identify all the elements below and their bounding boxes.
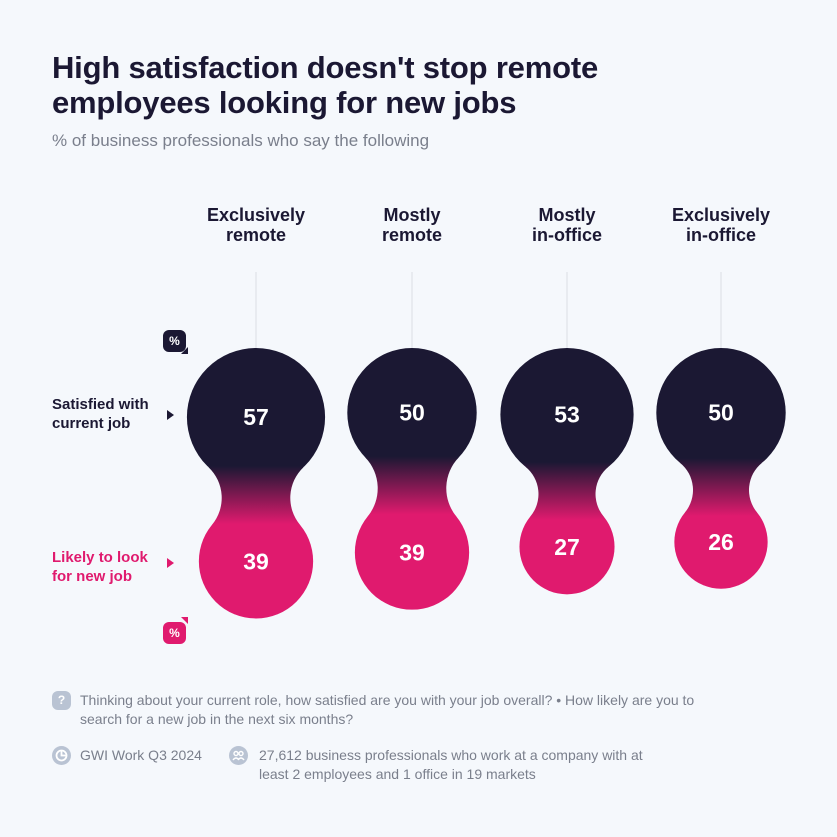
value-label-likely: 26: [708, 529, 734, 555]
bubble-likely: [198, 504, 314, 619]
column-header: Mostly remote: [337, 205, 487, 245]
column-header: Exclusively in-office: [646, 205, 796, 245]
column-header-line: Exclusively: [671, 205, 771, 225]
value-label-satisfied: 50: [708, 400, 734, 426]
column-header-line: in-office: [532, 225, 602, 245]
column-header-line: remote: [381, 225, 443, 245]
people-icon: [229, 746, 248, 765]
value-label-likely: 27: [554, 534, 580, 560]
bubble-likely: [354, 495, 470, 610]
bubble-satisfied: [186, 348, 326, 487]
question-icon: ?: [52, 691, 71, 710]
arrow-right-icon: [167, 558, 174, 568]
bubble-satisfied: [656, 348, 786, 478]
value-label-likely: 39: [399, 540, 425, 566]
footer-question: Thinking about your current role, how sa…: [80, 692, 695, 727]
series-label-likely: Likely to look for new job: [52, 548, 148, 586]
percent-badge-likely: %: [163, 622, 186, 644]
arrow-right-icon: [167, 410, 174, 420]
series-label-satisfied: Satisfied with current job: [52, 395, 149, 433]
bubble-connector: [680, 462, 762, 513]
series-label-line: Satisfied with: [52, 396, 149, 413]
column-header: Exclusively remote: [181, 205, 331, 245]
title-line-2: employees looking for new jobs: [52, 85, 517, 120]
bubble-likely: [674, 495, 768, 589]
value-label-satisfied: 53: [554, 402, 580, 428]
column-header-line: in-office: [686, 225, 756, 245]
series-label-line: Likely to look: [52, 549, 148, 566]
badge-corner-icon: [181, 347, 188, 354]
footer-source: GWI Work Q3 2024: [80, 747, 202, 763]
value-label-satisfied: 57: [243, 404, 269, 430]
value-label-likely: 39: [243, 548, 269, 574]
bubble-satisfied: [500, 348, 634, 482]
chart-title: High satisfaction doesn't stop remote em…: [52, 50, 752, 120]
column-header-line: Exclusively: [206, 205, 306, 225]
title-line-1: High satisfaction doesn't stop remote: [52, 50, 598, 85]
column-header-line: remote: [225, 225, 287, 245]
chart-subtitle: % of business professionals who say the …: [52, 131, 430, 150]
badge-corner-icon: [181, 617, 188, 624]
bubble-satisfied: [347, 348, 477, 478]
value-label-satisfied: 50: [399, 400, 425, 426]
footer-sample: 27,612 business professionals who work a…: [259, 747, 643, 782]
pie-chart-icon: [52, 746, 71, 765]
column-header-line: Mostly: [383, 205, 441, 225]
series-label-line: current job: [52, 415, 131, 432]
bubble-connector: [525, 466, 609, 517]
bubble-likely: [519, 499, 615, 595]
series-label-line: for new job: [52, 568, 132, 585]
column-header-line: Mostly: [538, 205, 596, 225]
column-header: Mostly in-office: [492, 205, 642, 245]
percent-badge-satisfied: %: [163, 330, 186, 352]
